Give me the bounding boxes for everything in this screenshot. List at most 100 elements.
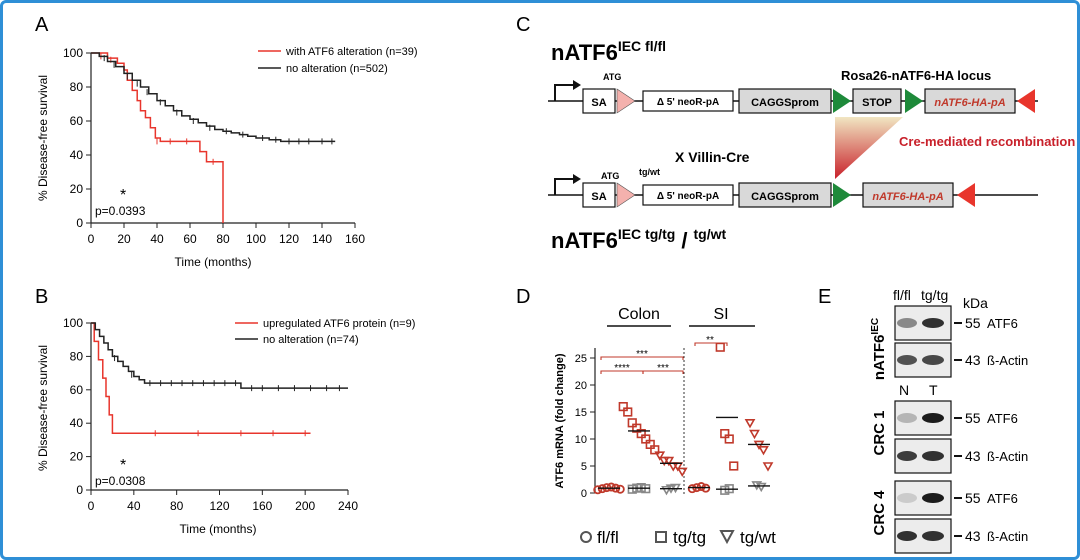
promoter-arrow-head-top — [573, 80, 581, 90]
blot-band — [897, 318, 917, 328]
sig-colon-left: **** — [614, 363, 630, 374]
blot-protein-label: ß-Actin — [987, 529, 1028, 544]
y-tick-label-d: 5 — [581, 461, 587, 473]
bracket-si — [694, 342, 728, 346]
panel-a: A 0 20 40 60 80 100 120 140 160 0 20 40 60 80 100 Time… — [35, 14, 418, 269]
blot-panels: 55 ATF6 43 ß-Actin 55 ATF6 43 ß-Actin 55 ATF6 43 ß-… — [894, 305, 1028, 554]
panel-letter-e: E — [818, 286, 831, 308]
x-tick-label-a: 60 — [183, 232, 197, 246]
data-point-colon-triangle — [663, 456, 675, 467]
blot-band — [897, 355, 917, 365]
natf6-box-top — [924, 88, 1016, 114]
blot-label-n: N — [899, 382, 909, 398]
cross-label: X Villin-Cre — [675, 149, 750, 165]
x-tick-label-a: 80 — [216, 232, 230, 246]
promoter-arrow-head-bottom — [573, 174, 581, 184]
panel-letter-c: C — [516, 14, 530, 36]
legend-label-b-1: no alteration (n=74) — [263, 334, 359, 346]
x-tick-label-b: 120 — [209, 499, 229, 513]
x-tick-label-b: 200 — [295, 499, 315, 513]
survival-curve-a-0 — [91, 52, 224, 223]
y-tick-label-d: 25 — [575, 353, 587, 365]
x-tick-label-b: 240 — [338, 499, 358, 513]
blot-protein-label: ATF6 — [987, 491, 1018, 506]
survival-curve-a-1 — [91, 52, 336, 143]
p-value-b: p=0.0308 — [95, 474, 146, 488]
p-value-a: p=0.0393 — [95, 204, 146, 218]
x-tick-label-a: 160 — [345, 232, 365, 246]
y-tick-label-d: 0 — [581, 488, 587, 500]
sa-box-bottom — [582, 182, 616, 208]
panel-e: E fl/fl tg/tg kDa nATF6IEC N T CRC 1 CRC… — [818, 286, 1028, 554]
data-point-si-circle — [687, 484, 697, 494]
significance-star-a: * — [120, 187, 126, 204]
x-tick-label-b: 0 — [88, 499, 95, 513]
sig-colon-right: *** — [657, 363, 669, 374]
panel-b: B 0 40 80 120 160 200 240 0 20 40 60 80 100 Time (mo… — [35, 286, 415, 536]
blot-band — [922, 451, 944, 461]
y-tick-label-a: 40 — [70, 148, 84, 162]
blot-protein-label: ß-Actin — [987, 449, 1028, 464]
survival-curve-b-1 — [91, 322, 348, 389]
legend-label-a-0: with ATF6 alteration (n=39) — [285, 46, 418, 58]
blot-band — [897, 531, 917, 541]
legend-marker-flfl — [580, 531, 592, 543]
loxp-green-top-2 — [905, 89, 923, 113]
y-tick-label-b: 20 — [70, 450, 84, 464]
points-d — [593, 342, 774, 496]
blot-mw-label: 43 — [965, 528, 981, 544]
panel-c: C nATF6IEC fl/fl Rosa26-nATF6-HA locus A… — [516, 14, 1075, 253]
sa-label-top: SA — [591, 97, 606, 109]
x-tick-label-a: 0 — [88, 232, 95, 246]
legend-label-a-1: no alteration (n=502) — [286, 63, 388, 75]
significance-brackets-d: *** **** *** ** — [600, 335, 728, 374]
data-point-si-triangle — [744, 419, 756, 429]
survival-curve-b-0 — [91, 322, 311, 434]
cagg-label-bottom: CAGGSprom — [751, 191, 819, 203]
data-point-si-triangle — [749, 429, 760, 440]
x-tick-label-b: 40 — [127, 499, 141, 513]
y-tick-label-b: 40 — [70, 416, 84, 430]
blot-mw-label: 43 — [965, 352, 981, 368]
bracket-colon-right — [642, 370, 684, 374]
y-tick-label-b: 60 — [70, 383, 84, 397]
blot-header-tgtg: tg/tg — [921, 287, 948, 303]
data-point-colon-triangle — [654, 451, 666, 461]
data-point-si-circle — [696, 482, 706, 492]
cagg-box-bottom — [738, 182, 832, 208]
data-point-colon-circle — [606, 482, 616, 492]
stop-label: STOP — [862, 97, 892, 109]
blot-group-label-2: CRC 1 — [871, 410, 888, 455]
loxp-pink-top — [616, 88, 636, 114]
promoter-arrow-top — [554, 84, 575, 101]
y-axis-label-b: % Disease-free survival — [36, 345, 50, 471]
blot-band — [897, 413, 917, 423]
loxp-red-top — [1017, 89, 1035, 113]
data-point-colon-square — [623, 407, 633, 417]
y-tick-label-a: 20 — [70, 182, 84, 196]
y-tick-label-a: 0 — [76, 216, 83, 230]
construct-title-bottom: nATF6IEC tg/tg / tg/wt — [551, 226, 726, 253]
ticks-d: 0 5 10 15 20 25 — [575, 353, 595, 500]
blot-protein-label: ATF6 — [987, 411, 1018, 426]
cagg-box-top — [738, 88, 832, 114]
data-point-si-square — [724, 434, 734, 444]
legend-label-b-0: upregulated ATF6 protein (n=9) — [263, 318, 415, 330]
loxp-pink-bottom — [616, 182, 636, 208]
y-tick-label-b: 100 — [63, 316, 83, 330]
curves-b — [91, 322, 348, 437]
data-point-colon-triangle — [661, 485, 672, 496]
x-tick-label-b: 80 — [170, 499, 184, 513]
blot-mw-label: 55 — [965, 490, 981, 506]
data-point-si-square — [729, 461, 739, 471]
x-axis-label-b: Time (months) — [180, 522, 257, 536]
cagg-label-top: CAGGSprom — [751, 97, 819, 109]
panel-d: D Colon SI 0 5 10 15 20 25 ATF6 mRNA (fold ch… — [516, 286, 776, 547]
panel-letter-a: A — [35, 14, 49, 36]
blot-group-label-3: CRC 4 — [871, 490, 888, 536]
y-axis-label-a: % Disease-free survival — [36, 75, 50, 201]
natf6-label-top: nATF6-HA-pA — [934, 97, 1005, 109]
data-point-si-triangle — [762, 462, 774, 472]
